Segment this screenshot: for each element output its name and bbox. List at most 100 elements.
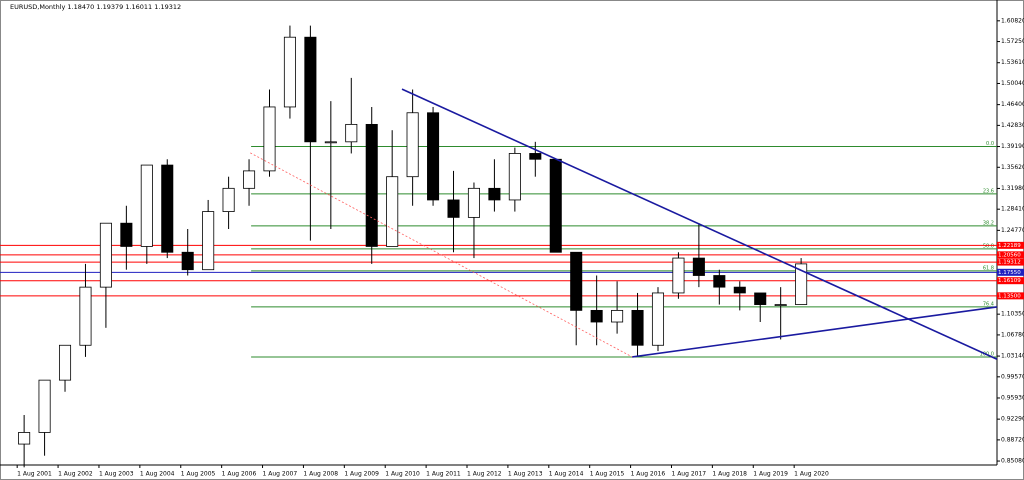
candle-body [18,432,31,445]
y-tick-label: 1.28410 [1001,206,1024,213]
candle-body [161,164,174,253]
candle-body [611,309,624,323]
x-tick-label: 1 Aug 2016 [631,471,666,478]
trendline [401,88,998,360]
candle-body [488,187,501,201]
x-tick-label: 1 Aug 2020 [794,471,829,478]
price-label: 1.22189 [998,243,1021,249]
x-tick-label: 1 Aug 2013 [508,471,543,478]
price-tag [997,268,1024,276]
x-tick-label: 1 Aug 2003 [99,471,134,478]
x-tick-label: 1 Aug 2004 [140,471,175,478]
fib-label: 23.6 [983,188,994,194]
price-label: 1.13500 [998,293,1021,299]
x-tick-label: 1 Aug 2002 [58,471,93,478]
y-tick-label: 1.57250 [1001,38,1024,45]
price-label: 1.17550 [998,270,1021,276]
price-label: 1.16109 [998,278,1021,284]
y-tick-label: 0.85080 [1001,458,1024,465]
y-tick-label: 1.06780 [1001,331,1024,338]
candle-body [570,251,583,311]
candle-body [733,286,746,294]
x-tick-label: 1 Aug 2009 [344,471,379,478]
y-tick-label: 0.92290 [1001,416,1024,423]
y-tick-label: 0.95930 [1001,394,1024,401]
candle-body [508,153,521,201]
y-tick-label: 1.42830 [1001,122,1024,129]
x-tick-label: 1 Aug 2011 [426,471,461,478]
x-tick-label: 1 Aug 2018 [712,471,747,478]
y-tick-label: 0.88720 [1001,436,1024,443]
trendline [250,152,633,358]
candle-body [283,36,296,108]
trendline [632,306,998,358]
y-tick-label: 0.99570 [1001,373,1024,380]
candle-body [304,36,317,143]
candle-body [692,257,705,276]
price-tag [997,258,1024,266]
candle-body [427,112,440,201]
candle-body [365,123,378,247]
candle-body [243,170,256,189]
candle-body [38,379,51,433]
candle-body [795,263,808,305]
y-tick-label: 1.46400 [1001,101,1024,108]
x-tick-label: 1 Aug 2012 [467,471,502,478]
price-tag [997,241,1024,249]
candle-body [467,187,480,218]
x-tick-label: 1 Aug 2006 [222,471,257,478]
y-tick-label: 1.31980 [1001,185,1024,192]
x-tick-label: 1 Aug 2008 [303,471,338,478]
candle-body [222,187,235,212]
fib-label: 38.2 [983,220,994,226]
y-tick-label: 1.50040 [1001,80,1024,87]
fib-label: 0.0 [986,141,994,147]
candle-body [386,176,399,247]
candle-body [120,222,133,247]
fib-label: 61.8 [983,265,994,271]
candle-body [631,309,644,346]
price-label: 1.19312 [998,260,1021,266]
x-tick-label: 1 Aug 2001 [17,471,52,478]
y-tick-label: 1.35620 [1001,164,1024,171]
price-tag [997,277,1024,285]
candle-body [754,292,767,305]
candle-body [713,275,726,288]
y-tick-label: 1.60820 [1001,17,1024,24]
candle-body [345,123,358,143]
candle-body [99,222,112,288]
y-tick-label: 1.39190 [1001,143,1024,150]
candle-body [774,304,787,306]
candle-body [406,112,419,178]
x-tick-label: 1 Aug 2017 [671,471,706,478]
candle-body [549,158,562,253]
candle-body [447,199,460,218]
candle-body [651,292,665,346]
y-tick-label: 1.03140 [1001,353,1024,360]
fib-label: 76.4 [983,301,994,307]
candle-body [181,251,194,271]
y-tick-label: 1.10350 [1001,311,1024,318]
y-tick-label: 1.24770 [1001,227,1024,234]
y-tick-label: 1.53610 [1001,59,1024,66]
x-tick-label: 1 Aug 2010 [385,471,420,478]
price-label: 1.20560 [998,252,1021,258]
price-tag [997,292,1024,300]
x-tick-label: 1 Aug 2005 [181,471,216,478]
candle-body [324,141,337,144]
x-tick-label: 1 Aug 2015 [590,471,625,478]
candle-body [58,344,72,381]
candle-body [79,286,92,346]
candle-body [140,164,153,247]
price-tag [997,251,1024,259]
fib-label: 50.0 [983,243,994,249]
x-tick-label: 1 Aug 2019 [753,471,788,478]
candle-body [263,106,276,172]
candle-body [590,309,603,323]
candle-body [529,153,542,160]
chart-title: EURUSD,Monthly 1.18470 1.19379 1.16011 1… [10,3,181,11]
x-tick-label: 1 Aug 2007 [263,471,298,478]
candle-body [202,211,215,271]
